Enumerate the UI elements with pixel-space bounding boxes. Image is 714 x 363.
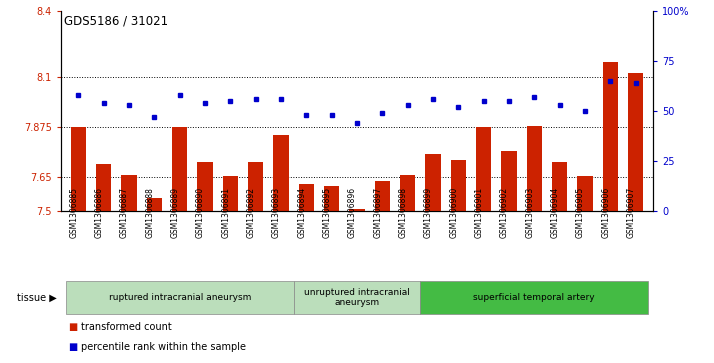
Text: GSM1306894: GSM1306894 bbox=[297, 187, 306, 238]
Text: GSM1306905: GSM1306905 bbox=[576, 187, 585, 238]
Bar bbox=[552, 162, 567, 211]
Bar bbox=[96, 164, 111, 211]
Bar bbox=[349, 209, 365, 211]
Bar bbox=[578, 176, 593, 211]
Text: GSM1306903: GSM1306903 bbox=[526, 187, 534, 238]
Bar bbox=[426, 154, 441, 211]
Bar bbox=[71, 127, 86, 211]
Bar bbox=[628, 73, 643, 211]
Text: percentile rank within the sample: percentile rank within the sample bbox=[81, 342, 246, 352]
Text: GSM1306897: GSM1306897 bbox=[373, 187, 382, 238]
Text: GSM1306888: GSM1306888 bbox=[146, 187, 154, 238]
Text: ■: ■ bbox=[68, 342, 77, 352]
Text: GSM1306886: GSM1306886 bbox=[95, 187, 104, 238]
Bar bbox=[121, 175, 136, 211]
Text: GSM1306901: GSM1306901 bbox=[475, 187, 483, 238]
Text: GSM1306895: GSM1306895 bbox=[323, 187, 332, 238]
Text: unruptured intracranial
aneurysm: unruptured intracranial aneurysm bbox=[304, 288, 410, 307]
Bar bbox=[198, 162, 213, 211]
Text: GSM1306891: GSM1306891 bbox=[221, 187, 231, 238]
Bar bbox=[273, 135, 288, 211]
Text: GSM1306902: GSM1306902 bbox=[500, 187, 509, 238]
Text: GSM1306889: GSM1306889 bbox=[171, 187, 180, 238]
Text: GSM1306906: GSM1306906 bbox=[601, 187, 610, 238]
Text: superficial temporal artery: superficial temporal artery bbox=[473, 293, 595, 302]
Bar bbox=[527, 126, 542, 211]
Bar bbox=[147, 198, 162, 211]
Text: ■: ■ bbox=[68, 322, 77, 332]
Text: GSM1306893: GSM1306893 bbox=[272, 187, 281, 238]
Bar bbox=[298, 184, 314, 211]
Bar bbox=[375, 181, 390, 211]
Text: transformed count: transformed count bbox=[81, 322, 171, 332]
Bar bbox=[293, 281, 421, 314]
Bar bbox=[66, 281, 293, 314]
Bar bbox=[421, 281, 648, 314]
Text: GSM1306904: GSM1306904 bbox=[550, 187, 560, 238]
Text: GSM1306896: GSM1306896 bbox=[348, 187, 357, 238]
Bar bbox=[400, 175, 416, 211]
Bar bbox=[476, 127, 491, 211]
Text: GSM1306887: GSM1306887 bbox=[120, 187, 129, 238]
Text: tissue ▶: tissue ▶ bbox=[17, 293, 57, 303]
Bar bbox=[324, 186, 339, 211]
Text: GSM1306892: GSM1306892 bbox=[247, 187, 256, 238]
Bar bbox=[603, 62, 618, 211]
Bar bbox=[223, 176, 238, 211]
Text: GSM1306900: GSM1306900 bbox=[449, 187, 458, 238]
Text: ruptured intracranial aneurysm: ruptured intracranial aneurysm bbox=[109, 293, 251, 302]
Text: GSM1306885: GSM1306885 bbox=[69, 187, 79, 238]
Text: GSM1306890: GSM1306890 bbox=[196, 187, 205, 238]
Bar bbox=[451, 159, 466, 211]
Bar bbox=[501, 151, 516, 211]
Text: GDS5186 / 31021: GDS5186 / 31021 bbox=[64, 15, 169, 28]
Text: GSM1306899: GSM1306899 bbox=[424, 187, 433, 238]
Text: GSM1306898: GSM1306898 bbox=[398, 187, 408, 238]
Text: GSM1306907: GSM1306907 bbox=[627, 187, 635, 238]
Bar bbox=[248, 162, 263, 211]
Bar bbox=[172, 127, 187, 211]
